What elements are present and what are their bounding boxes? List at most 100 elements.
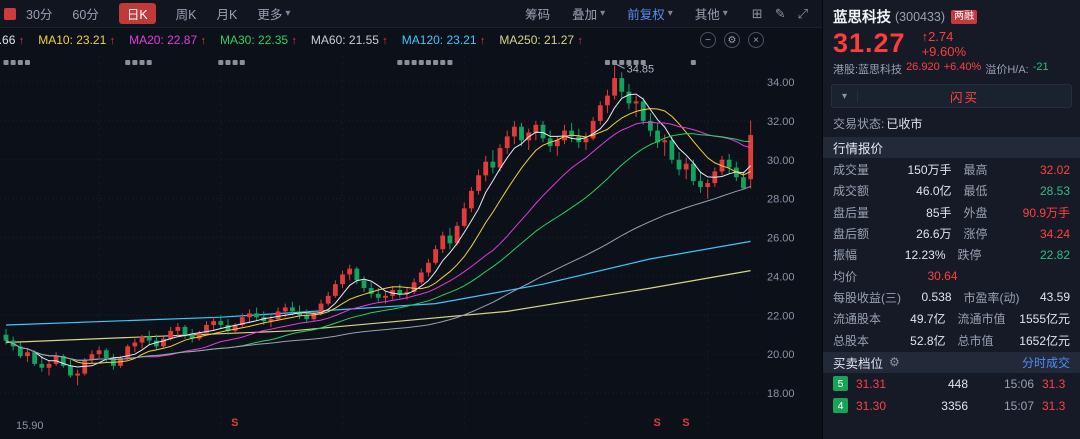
chart-tool-button[interactable]: 其他 ▾ bbox=[695, 4, 728, 23]
ma-indicator-row: MA5: 23.66 ↑ MA10: 23.21 ↑ MA20: 22.87 ↑ MA… bbox=[0, 28, 822, 52]
flash-buy-bar[interactable]: ▾ 闪买 bbox=[831, 84, 1072, 108]
quote-label: 振幅 bbox=[833, 248, 858, 263]
chart-window-controls: − ⚙ × bbox=[700, 32, 764, 48]
period-tab[interactable]: 60分 bbox=[72, 8, 99, 22]
gear-icon[interactable]: ⚙ bbox=[889, 355, 900, 370]
quote-value: 49.7亿 bbox=[910, 312, 946, 327]
quote-label: 最低 bbox=[963, 184, 988, 199]
quote-value: 12.23% bbox=[904, 247, 946, 262]
ma-value-ma20: MA20: 22.87 ↑ bbox=[129, 33, 206, 47]
up-arrow-icon: ↑ bbox=[200, 35, 207, 47]
flash-buy-button[interactable]: 闪买 bbox=[949, 90, 979, 105]
hk-label: 港股:蓝思科技 bbox=[833, 64, 903, 76]
up-arrow-icon: ↑ bbox=[577, 35, 583, 47]
up-arrow-icon: ↑ bbox=[479, 35, 486, 47]
quote-value: 46.0亿 bbox=[916, 184, 952, 199]
grid-layout-icon[interactable]: ⊞ bbox=[751, 5, 763, 21]
quote-value: 1555亿元 bbox=[1019, 312, 1070, 327]
period-tab[interactable]: 日K bbox=[118, 3, 156, 24]
up-arrow-icon: ↑ bbox=[921, 28, 929, 44]
quote-label: 成交量 bbox=[833, 163, 870, 178]
more-menu-button[interactable]: 更多 ▾ bbox=[257, 4, 290, 23]
quote-label: 涨停 bbox=[963, 227, 988, 242]
quote-label: 市盈率(动) bbox=[963, 290, 1020, 305]
ma-value-ma30: MA30: 22.35 ↑ bbox=[220, 33, 297, 47]
hk-quote-row: 港股:蓝思科技 26.920 +6.40% 溢价H/A: -21 bbox=[833, 61, 1070, 77]
hk-change-pct: +6.40% bbox=[943, 61, 982, 73]
quote-row: 总股本 52.8亿 总市值 1652亿元 bbox=[823, 329, 1080, 350]
hk-price: 26.920 bbox=[906, 61, 940, 73]
svg-text:S: S bbox=[654, 417, 661, 429]
svg-text:22.00: 22.00 bbox=[767, 310, 795, 322]
draw-icon[interactable]: ✎ bbox=[774, 5, 786, 21]
candlestick-chart[interactable]: 34.00 32.00 30.00 28.00 26.00 24.00 22.00 20.00… bbox=[0, 52, 822, 439]
trade-time: 15:06 bbox=[1004, 376, 1035, 391]
sell-level-badge: 4 bbox=[833, 398, 848, 414]
svg-text:34.00: 34.00 bbox=[767, 77, 795, 89]
gear-icon[interactable]: ⚙ bbox=[724, 32, 740, 48]
stock-title-row: 蓝思科技 (300433) 两融 bbox=[833, 6, 1070, 27]
period-tab[interactable]: 月K bbox=[216, 8, 238, 22]
chevron-down-icon: ▾ bbox=[667, 8, 673, 19]
trade-price: 31.3 bbox=[1042, 398, 1066, 413]
panel-toggle-icon[interactable]: ▾ bbox=[832, 90, 858, 102]
quote-label: 盘后量 bbox=[833, 205, 870, 220]
svg-text:30.00: 30.00 bbox=[767, 155, 795, 167]
quote-value: 22.82 bbox=[1039, 247, 1070, 262]
chart-tool-button[interactable]: 叠加 ▾ bbox=[572, 4, 605, 23]
quote-label: 跌停 bbox=[957, 248, 982, 263]
price-change-pct: +9.60% bbox=[921, 43, 967, 59]
toolbar-icons: ⊞ ✎ ⤢ bbox=[752, 6, 808, 22]
quote-row: 盘后额 26.6万 涨停 34.24 bbox=[823, 223, 1080, 244]
order-volume: 3356 bbox=[941, 398, 968, 413]
svg-text:20.00: 20.00 bbox=[767, 349, 795, 361]
ma-value-ma10: MA10: 23.21 ↑ bbox=[38, 33, 116, 47]
svg-text:15.90: 15.90 bbox=[16, 420, 44, 432]
trade-status-label: 交易状态: bbox=[833, 117, 885, 131]
stock-header: 蓝思科技 (300433) 两融 31.27 ↑2.74 +9.60% 港股:蓝… bbox=[823, 0, 1080, 79]
chevron-down-icon: ▾ bbox=[285, 8, 291, 19]
close-icon[interactable]: × bbox=[748, 32, 764, 48]
trade-price: 31.3 bbox=[1042, 376, 1066, 391]
chart-tool-label: 叠加 bbox=[572, 8, 598, 22]
app-logo-icon[interactable] bbox=[4, 7, 16, 20]
orderbook-row[interactable]: 4 31.30 3356 15:07 31.3 bbox=[823, 395, 1080, 417]
ma-value-ma5: MA5: 23.66 ↑ bbox=[0, 33, 25, 47]
quote-value: 30.64 bbox=[927, 269, 958, 284]
price-change-block: ↑2.74 +9.60% bbox=[922, 29, 966, 59]
chart-tool-label: 其他 bbox=[694, 8, 720, 22]
orderbook-tab[interactable]: 买卖档位 bbox=[833, 356, 884, 371]
minus-icon[interactable]: − bbox=[700, 32, 716, 48]
quote-label: 外盘 bbox=[963, 205, 988, 220]
svg-text:26.00: 26.00 bbox=[767, 233, 795, 245]
period-tab[interactable]: 周K bbox=[175, 8, 197, 22]
quote-row: 均价 30.64 bbox=[823, 265, 1080, 286]
order-volume: 448 bbox=[947, 376, 968, 391]
more-label: 更多 bbox=[257, 8, 283, 22]
stock-name: 蓝思科技 bbox=[833, 10, 891, 26]
quote-panel: 蓝思科技 (300433) 两融 31.27 ↑2.74 +9.60% 港股:蓝… bbox=[822, 0, 1080, 439]
quote-label: 流通股本 bbox=[833, 312, 882, 327]
time-sales-link[interactable]: 分时成交 bbox=[1021, 355, 1070, 370]
chart-tool-button[interactable]: 前复权 ▾ bbox=[627, 4, 673, 23]
price-row: 31.27 ↑2.74 +9.60% bbox=[833, 28, 1070, 59]
chevron-down-icon: ▾ bbox=[722, 8, 728, 19]
orderbook-row[interactable]: 5 31.31 448 15:06 31.3 bbox=[823, 373, 1080, 395]
chart-tool-button[interactable]: 筹码 bbox=[525, 4, 550, 23]
quote-value: 34.24 bbox=[1039, 226, 1070, 241]
quote-row: 流通股本 49.7亿 流通市值 1555亿元 bbox=[823, 308, 1080, 329]
trade-time: 15:07 bbox=[1004, 398, 1035, 413]
svg-text:28.00: 28.00 bbox=[767, 194, 795, 206]
quote-value: 85手 bbox=[926, 205, 952, 220]
chart-toolbar: 30分 60分 日K 周K 月K 更多 ▾ 筹码 叠加 ▾ 前复权 ▾ 其他 ▾ ⊞ ✎ ⤢ bbox=[0, 0, 822, 28]
quote-value: 32.02 bbox=[1039, 162, 1070, 177]
fullscreen-icon[interactable]: ⤢ bbox=[797, 5, 808, 21]
trade-status-row: 交易状态: 已收市 bbox=[823, 112, 1080, 137]
ma-value-ma120: MA120: 23.21 ↑ bbox=[401, 33, 486, 47]
up-arrow-icon: ↑ bbox=[291, 35, 297, 47]
period-tab[interactable]: 30分 bbox=[26, 8, 53, 22]
sell-level-badge: 5 bbox=[833, 376, 848, 392]
quote-row: 振幅 12.23% 跌停 22.82 bbox=[823, 244, 1080, 265]
